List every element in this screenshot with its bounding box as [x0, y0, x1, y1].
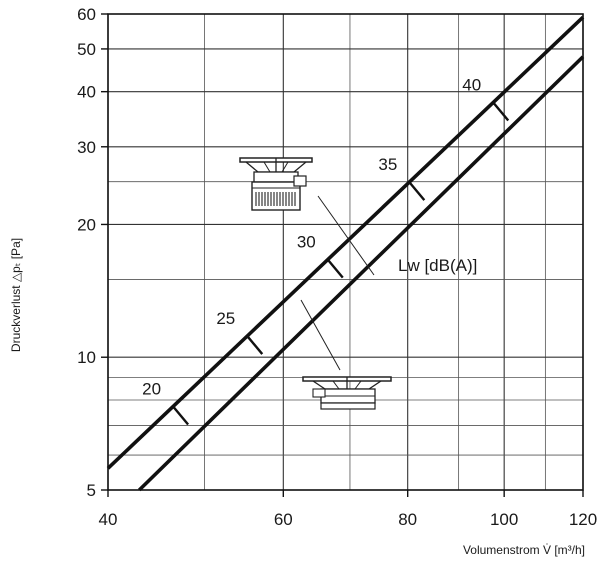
sound-level-label: 30	[297, 233, 316, 252]
sound-level-label: 20	[142, 379, 161, 398]
sound-level-rung	[172, 405, 190, 426]
x-tick-label: 60	[274, 510, 293, 529]
diffuser-tall-leader	[317, 195, 375, 276]
diffuser-flat-leader	[300, 299, 341, 371]
sound-level-rung	[408, 181, 426, 201]
x-tick-label: 80	[398, 510, 417, 529]
plot-frame	[101, 13, 584, 497]
sound-level-label: 40	[462, 75, 481, 94]
diffuser-tall-icon	[239, 157, 313, 211]
sound-power-label: Lw [dB(A)]	[398, 256, 477, 275]
y-tick-label: 10	[77, 348, 96, 367]
sound-level-rung	[246, 335, 264, 355]
plot-border	[107, 13, 584, 491]
y-tick-label: 30	[77, 138, 96, 157]
series-line-1	[106, 15, 585, 470]
series-line-2	[138, 55, 585, 492]
y-tick-label: 5	[87, 481, 96, 500]
tick-labels: 40 60 80 100 120 5 10 20 30 40 50 60	[77, 5, 597, 529]
series-lines	[106, 15, 585, 492]
diffuser-flat-icon	[302, 376, 392, 410]
y-tick-label: 50	[77, 40, 96, 59]
y-tick-label: 40	[77, 83, 96, 102]
y-axis-label: Druckverlust △pₜ [Pa]	[9, 238, 23, 352]
sound-level-rung	[492, 101, 510, 122]
sound-level-label: 35	[378, 155, 397, 174]
y-tick-label: 20	[77, 215, 96, 234]
x-tick-label: 120	[569, 510, 597, 529]
x-tick-label: 100	[490, 510, 518, 529]
x-axis-label: Volumenstrom V̇ [m³/h]	[463, 543, 585, 557]
sound-level-annotations: 20 25 30 35 40	[142, 75, 510, 426]
y-tick-label: 60	[77, 5, 96, 24]
x-tick-label: 40	[99, 510, 118, 529]
sound-level-label: 25	[216, 309, 235, 328]
sound-level-rung	[326, 258, 344, 279]
